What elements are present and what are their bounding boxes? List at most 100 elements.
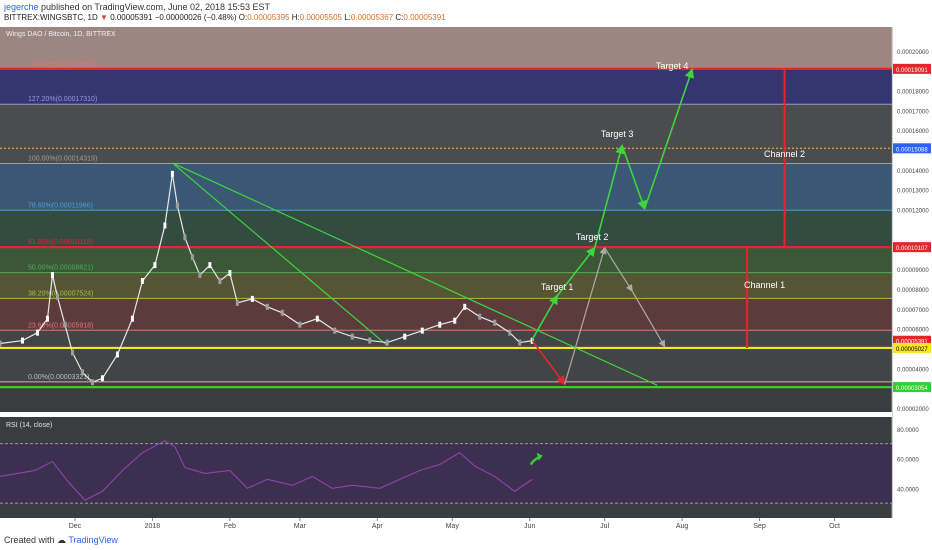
price-point (518, 339, 522, 346)
price-point (420, 327, 424, 334)
price-point (280, 309, 284, 316)
price-point (63, 321, 67, 328)
price-point (140, 278, 144, 285)
rsi-tick-label: 40.0000 (897, 487, 919, 493)
price-point (228, 270, 232, 277)
x-tick-label: Jun (524, 523, 535, 530)
price-badge (893, 382, 931, 393)
price-point (183, 234, 187, 241)
fib-zone (0, 381, 892, 388)
fib-zone (0, 246, 892, 273)
footer: Created with ☁ TradingView (4, 535, 118, 546)
price-point (80, 369, 84, 376)
trendline (172, 162, 388, 346)
fib-level-label: 23.60%(0.00005918) (28, 322, 93, 329)
annotation-label: Target 4 (656, 61, 689, 71)
symbol-header: BITTREX:WINGSBTC, 1D ▼ 0.00005391 −0.000… (4, 13, 446, 22)
ohlc-o-label: O: (238, 13, 248, 22)
x-tick-label: Sep (753, 523, 766, 530)
price-badge (893, 143, 931, 154)
price-point (350, 333, 354, 340)
ohlc-h-label: H: (291, 13, 300, 22)
price-point (115, 351, 119, 358)
price-badge (893, 335, 931, 346)
price-tick-label: 0.00006000 (897, 328, 929, 334)
fib-level-label: 100.00%(0.00014319) (28, 156, 97, 163)
price-point (55, 293, 59, 300)
bear-projection-segment (604, 247, 633, 292)
rsi-band (0, 443, 892, 504)
tradingview-logo-icon: ☁ (57, 535, 67, 545)
ohlc-c-label: C: (395, 13, 404, 22)
ohlc-h-value: 0.00005505 (299, 13, 342, 22)
publish-header: jegerche published on TradingView.com, J… (4, 2, 270, 12)
rsi-up-arrow-icon (536, 452, 543, 461)
price-point (208, 262, 212, 269)
fib-zone (0, 330, 892, 382)
price-badge (893, 342, 931, 353)
bull-projection-segment (621, 145, 647, 211)
price-tick-label: 0.00009000 (897, 268, 929, 274)
price-badge-label: 0.00005391 (896, 340, 928, 346)
published-text: published on TradingView.com, June 02, 2… (41, 2, 271, 12)
rsi-title: RSI (14, close) (6, 422, 52, 429)
author-link[interactable]: jegerche (4, 2, 39, 12)
rsi-series-line (0, 440, 533, 501)
created-with-text: Created with (4, 535, 55, 545)
fib-level-label: 61.80%(0.00010119) (28, 239, 93, 246)
price-point (265, 303, 269, 310)
symbol-text: BITTREX:WINGSBTC, 1D (4, 13, 98, 22)
x-tick-label: Jul (600, 523, 609, 530)
price-tick-label: 0.00014000 (897, 169, 929, 175)
fib-zone (0, 27, 892, 69)
bull-projection-segment (593, 144, 625, 249)
price-point (20, 337, 24, 344)
last-price: 0.00005391 (110, 13, 153, 22)
rsi-tick-label: 60.0000 (897, 458, 919, 464)
price-tick-label: 0.00017000 (897, 109, 929, 115)
fib-level-label: 38.20%(0.00007524) (28, 290, 93, 297)
price-tick-label: 0.00007000 (897, 308, 929, 314)
ohlc-o-value: 0.00005395 (247, 13, 290, 22)
fib-zone (0, 163, 892, 211)
fib-level-label: 50.00%(0.00008821) (28, 265, 93, 272)
price-point (463, 303, 467, 310)
price-tick-label: 0.00012000 (897, 209, 929, 215)
fib-zone (0, 298, 892, 331)
x-tick-label: 2018 (145, 523, 161, 530)
x-tick-label: Apr (372, 523, 384, 530)
tradingview-link[interactable]: TradingView (68, 535, 118, 545)
price-point (453, 317, 457, 324)
price-tick-label: 0.00004000 (897, 367, 929, 373)
x-tick-label: Aug (676, 523, 689, 530)
price-point (50, 272, 54, 279)
price-tick-label: 0.00020000 (897, 50, 929, 56)
price-badge (893, 63, 931, 74)
ohlc-c-value: 0.00005391 (403, 13, 446, 22)
price-point (385, 339, 389, 346)
price-point (45, 315, 49, 322)
price-point (163, 222, 167, 229)
price-point (0, 340, 2, 347)
price-point (153, 262, 157, 269)
price-point (35, 329, 39, 336)
price-series-line (0, 173, 533, 383)
bull-projection-segment (531, 294, 558, 340)
annotation-label: Channel 1 (744, 280, 785, 290)
pane-separator (0, 412, 892, 417)
price-badge-label: 0.00015088 (896, 147, 928, 153)
price-point (368, 337, 372, 344)
rsi-tick-label: 80.0000 (897, 428, 919, 434)
price-point (198, 272, 202, 279)
price-point (315, 315, 319, 322)
x-tick-label: May (446, 523, 460, 530)
chart-title: Wings DAO / Bitcoin, 1D, BITTREX (6, 31, 116, 38)
price-point (493, 319, 497, 326)
x-tick-label: Mar (294, 523, 307, 530)
x-tick-label: Dec (69, 523, 82, 530)
price-point (70, 349, 74, 356)
price-badge-label: 0.00010107 (896, 246, 928, 252)
fib-zone (0, 104, 892, 164)
price-point (298, 321, 302, 328)
